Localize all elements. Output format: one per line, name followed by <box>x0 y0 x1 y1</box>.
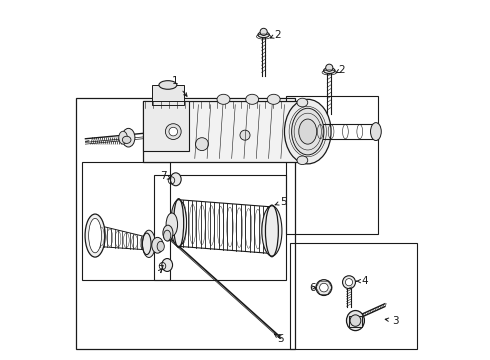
Ellipse shape <box>297 156 308 165</box>
Ellipse shape <box>262 206 282 256</box>
Bar <box>349 316 362 327</box>
Ellipse shape <box>299 119 317 144</box>
Text: 7: 7 <box>160 171 171 181</box>
Ellipse shape <box>240 130 250 140</box>
Ellipse shape <box>319 283 328 292</box>
Bar <box>152 85 184 105</box>
Ellipse shape <box>196 138 208 150</box>
Ellipse shape <box>267 94 280 104</box>
Bar <box>290 243 417 348</box>
Ellipse shape <box>343 276 355 289</box>
Ellipse shape <box>316 280 332 296</box>
Ellipse shape <box>89 219 101 253</box>
Text: 7: 7 <box>157 265 164 275</box>
Ellipse shape <box>159 81 177 89</box>
Ellipse shape <box>85 214 105 257</box>
Text: 5: 5 <box>275 197 287 207</box>
Ellipse shape <box>260 28 267 36</box>
Ellipse shape <box>166 124 181 139</box>
Text: 3: 3 <box>385 316 399 325</box>
Ellipse shape <box>171 173 181 186</box>
Ellipse shape <box>169 127 177 136</box>
Ellipse shape <box>122 136 131 143</box>
Ellipse shape <box>258 32 270 38</box>
Ellipse shape <box>285 99 331 164</box>
Bar <box>82 162 170 280</box>
Ellipse shape <box>346 311 365 330</box>
Text: 4: 4 <box>356 276 368 286</box>
Text: 2: 2 <box>336 64 345 75</box>
Ellipse shape <box>326 64 333 71</box>
Ellipse shape <box>157 241 164 251</box>
Bar <box>143 101 190 151</box>
Bar <box>76 98 295 348</box>
Text: 5: 5 <box>274 333 284 343</box>
Ellipse shape <box>350 315 361 326</box>
Ellipse shape <box>323 68 335 73</box>
Text: 6: 6 <box>309 283 316 293</box>
Ellipse shape <box>166 213 177 236</box>
Ellipse shape <box>164 230 171 241</box>
Ellipse shape <box>122 129 135 147</box>
Ellipse shape <box>370 123 381 140</box>
Bar <box>153 175 286 280</box>
Ellipse shape <box>297 98 308 107</box>
Ellipse shape <box>345 279 353 286</box>
Ellipse shape <box>292 108 324 155</box>
Ellipse shape <box>217 94 230 104</box>
Ellipse shape <box>163 225 173 241</box>
Ellipse shape <box>171 200 187 246</box>
Bar <box>143 101 308 162</box>
Ellipse shape <box>245 94 259 104</box>
Text: 2: 2 <box>270 30 281 40</box>
Text: 1: 1 <box>172 76 187 96</box>
Ellipse shape <box>119 131 127 144</box>
Ellipse shape <box>162 258 172 271</box>
Ellipse shape <box>152 237 163 253</box>
Ellipse shape <box>143 230 155 257</box>
Bar <box>286 96 378 234</box>
